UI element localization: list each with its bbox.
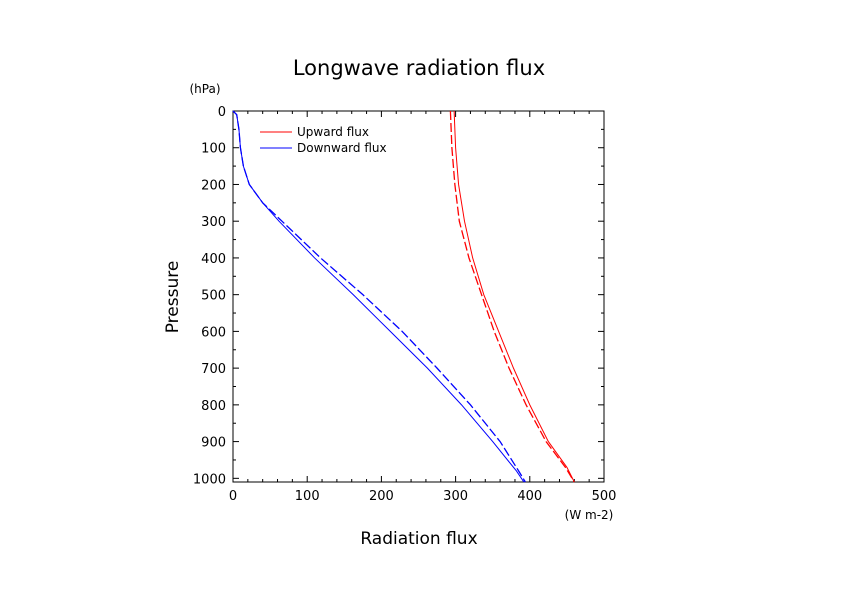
- y-tick-label: 200: [201, 178, 226, 193]
- y-axis-label: Pressure: [163, 261, 183, 334]
- y-tick-label: 800: [201, 399, 226, 414]
- y-tick-label: 400: [201, 252, 226, 267]
- plot-frame: [232, 110, 605, 483]
- y-tick-label: 500: [201, 289, 226, 304]
- y-tick-label: 300: [201, 215, 226, 230]
- y-tick-label: 1000: [193, 472, 226, 487]
- series-line: [232, 110, 525, 483]
- x-tick-label: 400: [517, 489, 542, 504]
- legend-label: Downward flux: [297, 141, 387, 155]
- chart-title: Longwave radiation flux: [293, 56, 545, 80]
- legend-label: Upward flux: [297, 125, 369, 139]
- y-tick-label: 0: [218, 105, 226, 120]
- y-tick-label: 700: [201, 362, 226, 377]
- y-axis-unit: (hPa): [189, 82, 220, 96]
- axis-ticks: 0 100 200 300 400 500 0 100 200 300 400 500 600 700 80…: [193, 105, 617, 504]
- y-tick-label: 100: [201, 142, 226, 157]
- series-line: [453, 110, 575, 483]
- series-line: [232, 110, 526, 483]
- x-tick-label: 100: [295, 489, 320, 504]
- y-tick-label: 600: [201, 325, 226, 340]
- series-line: [449, 110, 575, 483]
- x-tick-label: 0: [229, 489, 237, 504]
- series-layer: [232, 110, 575, 483]
- x-tick-label: 300: [443, 489, 468, 504]
- legend: Upward flux Downward flux: [260, 125, 387, 155]
- x-tick-label: 200: [369, 489, 394, 504]
- x-axis-unit: (W m-2): [565, 508, 614, 522]
- x-axis-label: Radiation flux: [360, 529, 477, 549]
- x-tick-label: 500: [592, 489, 617, 504]
- y-tick-label: 900: [201, 436, 226, 451]
